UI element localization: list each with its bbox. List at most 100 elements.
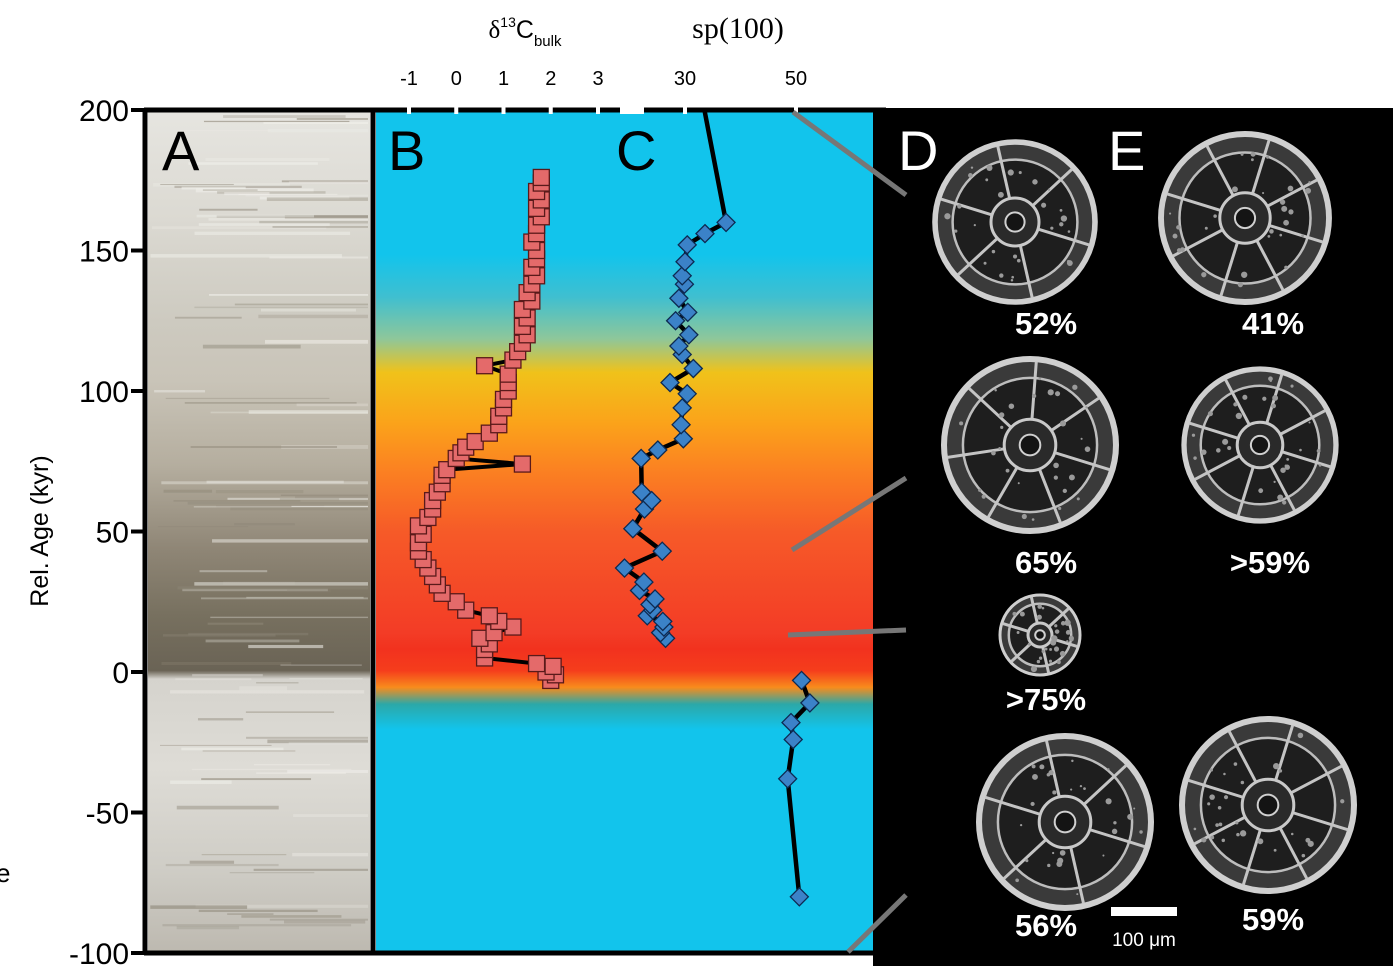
septum <box>1069 846 1085 904</box>
sp100-tick-label: 50 <box>785 68 807 90</box>
infill-grain <box>1016 631 1020 634</box>
d13c-tick-label: 2 <box>545 68 556 90</box>
septum <box>1054 451 1111 472</box>
septum <box>1166 192 1222 212</box>
infill-grain <box>1204 226 1208 230</box>
core-lamination <box>201 778 312 781</box>
infill-grain <box>1048 659 1053 663</box>
infill-grain <box>1032 179 1038 185</box>
septum <box>1236 466 1255 516</box>
connector-line <box>846 893 908 954</box>
infill-grain <box>1010 279 1014 282</box>
core-lamination <box>234 303 368 306</box>
infill-grain <box>1273 762 1280 770</box>
core-lamination <box>205 639 300 643</box>
infill-grain <box>1236 832 1240 837</box>
sp100-point <box>783 729 804 750</box>
infill-grain <box>1301 234 1305 238</box>
core-lamination <box>239 686 288 691</box>
top-tick-gap <box>683 107 687 114</box>
core-lamination <box>150 905 248 909</box>
infill-grain <box>1286 457 1290 461</box>
infill-grain <box>1071 759 1074 763</box>
infill-grain <box>1027 642 1031 646</box>
core-lamination <box>256 682 299 684</box>
infill-grain <box>1282 500 1287 505</box>
sp100-point <box>645 589 665 609</box>
core-lamination <box>216 215 368 218</box>
infill-grain <box>997 191 1004 198</box>
infill-grain <box>1221 838 1226 843</box>
core-lamination <box>291 505 368 507</box>
percent-label-e1: 41% <box>1242 306 1304 341</box>
infill-grain <box>1102 854 1105 857</box>
core-lamination <box>196 214 315 218</box>
septum <box>1205 145 1235 197</box>
infill-grain <box>1250 158 1254 162</box>
infill-grain <box>1280 467 1286 473</box>
infill-grain <box>1007 169 1014 176</box>
infill-grain <box>1013 254 1018 259</box>
sp100-point <box>660 372 680 393</box>
infill-grain <box>1047 188 1051 191</box>
d13c-tick-label: 1 <box>498 68 509 90</box>
sp100-point <box>672 265 693 286</box>
core-lamination <box>259 196 350 200</box>
infill-grain <box>1267 235 1271 238</box>
core-lamination <box>151 226 327 230</box>
core-lamination <box>227 913 274 915</box>
core-lamination <box>246 596 364 599</box>
panel-label-e: E <box>1108 119 1145 182</box>
core-lamination <box>245 711 335 713</box>
top-tick-gap <box>454 107 459 114</box>
septum <box>1050 396 1100 432</box>
infill-grain <box>991 450 996 456</box>
panel-label-c: C <box>616 119 656 182</box>
core-lamination <box>289 678 363 680</box>
septum <box>1045 740 1061 798</box>
septum <box>957 237 999 276</box>
foraminifera-section <box>1158 131 1332 305</box>
infill-grain <box>1050 639 1057 646</box>
septum <box>986 466 1019 518</box>
infill-grain <box>1053 462 1059 469</box>
core-lamination <box>293 814 368 818</box>
core-lamination <box>267 739 368 744</box>
infill-grain <box>1269 379 1272 383</box>
core-lamination <box>199 570 268 573</box>
septum <box>1189 421 1239 440</box>
d13c-axis-label: δ13Cbulk <box>489 14 562 50</box>
core-lamination <box>177 586 368 590</box>
core-lamination <box>175 678 252 681</box>
infill-grain <box>1308 181 1311 184</box>
infill-grain <box>1299 448 1302 452</box>
infill-grain <box>1277 494 1284 501</box>
core-lamination <box>238 193 338 196</box>
infill-grain <box>1079 784 1083 788</box>
septum <box>1269 464 1296 511</box>
core-lamination <box>269 918 368 921</box>
infill-grain <box>1018 171 1022 175</box>
infill-grain <box>1222 438 1229 445</box>
core-lamination <box>170 690 365 694</box>
core-lamination <box>248 410 368 414</box>
foraminifera-section <box>975 732 1155 912</box>
septum <box>1030 361 1038 420</box>
infill-grain <box>1207 802 1211 806</box>
infill-grain <box>1241 271 1248 278</box>
infill-grain <box>1066 640 1069 643</box>
top-border-gap <box>620 107 644 114</box>
septum <box>1278 827 1309 880</box>
sp100-tick-label: 30 <box>674 68 696 90</box>
core-lamination <box>230 507 368 511</box>
infill-grain <box>1066 260 1073 267</box>
sp100-point <box>668 288 689 309</box>
sp100-point <box>716 212 736 233</box>
sp100-point <box>668 336 689 356</box>
infill-grain <box>1049 648 1053 651</box>
septum <box>1038 468 1062 524</box>
infill-grain <box>970 166 974 169</box>
core-lamination <box>202 750 296 752</box>
infill-grain <box>981 494 986 499</box>
top-axis-d13c: -1 0 1 2 3 <box>400 68 603 90</box>
